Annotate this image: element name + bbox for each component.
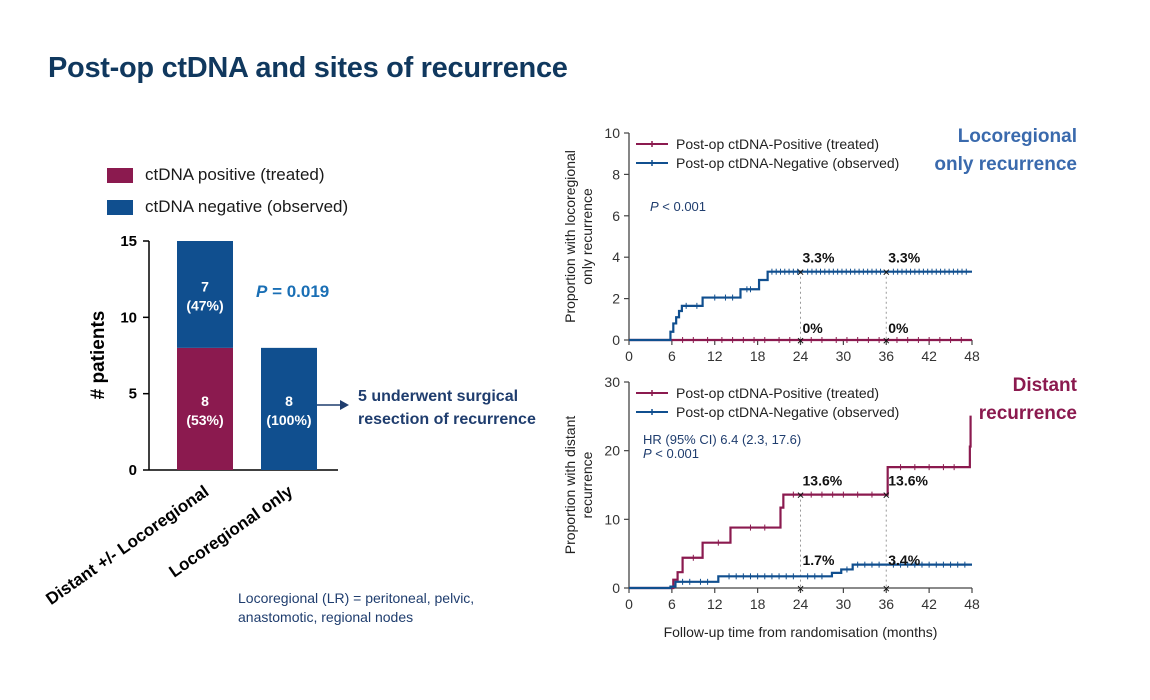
x-tick-label: 6: [668, 348, 676, 364]
y-axis-label-line-2: recurrence: [579, 451, 595, 518]
bar-pct-label: (53%): [186, 412, 223, 428]
x-tick-label: 30: [836, 596, 852, 612]
landmark-label: 0%: [803, 320, 824, 336]
x-tick-label: 12: [707, 596, 723, 612]
km-curve-negative: [629, 270, 972, 342]
panel-title-line-1: Locoregional: [958, 126, 1077, 147]
legend-item-negative: ctDNA negative (observed): [107, 197, 348, 217]
y-tick-label: 20: [604, 443, 620, 459]
legend-label-positive: ctDNA positive (treated): [145, 165, 325, 184]
y-tick-label: 6: [612, 208, 620, 224]
y-tick-label: 30: [604, 374, 620, 390]
landmark-label: 13.6%: [888, 473, 928, 489]
landmark-label: 3.3%: [803, 250, 835, 266]
page-title: Post-op ctDNA and sites of recurrence: [48, 52, 568, 84]
y-tick-label: 5: [129, 386, 137, 403]
x-tick-label: 36: [878, 348, 894, 364]
surgery-note-line-2: resection of recurrence: [358, 411, 536, 428]
p-value-label: P < 0.001: [643, 446, 699, 461]
bar-segment: [177, 347, 233, 470]
x-tick-label: 36: [878, 596, 894, 612]
x-tick-label: 30: [836, 348, 852, 364]
footnote: Locoregional (LR) = peritoneal, pelvic, …: [238, 589, 508, 627]
landmark-label: 3.4%: [888, 552, 920, 568]
x-tick-label: 18: [750, 348, 766, 364]
km-curve-negative: [629, 563, 972, 590]
bar-count-label: 8: [201, 393, 209, 409]
y-tick-label: 0: [612, 580, 620, 596]
bar-segment: [177, 241, 233, 348]
x-tick-label: 48: [964, 596, 980, 612]
panel-title-line-1: Distant: [1013, 375, 1078, 396]
landmark-marker: ×: [882, 265, 890, 280]
bar-pct-label: (100%): [266, 412, 311, 428]
footnote-line-1: Locoregional (LR) = peritoneal, pelvic,: [238, 590, 475, 606]
x-tick-label: 0: [625, 596, 633, 612]
landmark-marker: ×: [882, 581, 890, 596]
hazard-ratio-label: HR (95% CI) 6.4 (2.3, 17.6): [643, 432, 801, 447]
legend-item-positive: ctDNA positive (treated): [107, 165, 325, 185]
legend-swatch-positive: [107, 167, 133, 183]
y-axis-label-line-1: Proportion with distant: [562, 416, 578, 555]
legend-label: Post-op ctDNA-Negative (observed): [676, 155, 899, 171]
footnote-line-2: anastomotic, regional nodes: [238, 609, 414, 625]
y-tick-label: 10: [604, 125, 620, 141]
x-tick-label: 18: [750, 596, 766, 612]
y-axis-label-line-1: Proportion with locoregional: [562, 150, 578, 323]
panel-title-line-2: only recurrence: [934, 154, 1077, 175]
bar-segment: [261, 347, 317, 470]
landmark-marker: ×: [797, 333, 805, 348]
x-tick-label: 12: [707, 348, 723, 364]
landmark-marker: ×: [882, 333, 890, 348]
x-tick-label: 48: [964, 348, 980, 364]
x-tick-label: 42: [921, 596, 937, 612]
landmark-label: 13.6%: [803, 473, 843, 489]
y-tick-label: 15: [120, 233, 137, 250]
bar-count-label: 8: [285, 393, 293, 409]
landmark-marker: ×: [882, 488, 890, 503]
y-tick-label: 4: [612, 249, 620, 265]
y-tick-label: 10: [604, 511, 620, 527]
y-tick-label: 0: [612, 332, 620, 348]
landmark-marker: ×: [797, 265, 805, 280]
x-tick-label: 24: [793, 348, 809, 364]
y-tick-label: 10: [120, 309, 137, 326]
bar-count-label: 7: [201, 278, 209, 294]
landmark-marker: ×: [797, 488, 805, 503]
legend-swatch-negative: [107, 199, 133, 215]
x-tick-label: 24: [793, 596, 809, 612]
landmark-label: 1.7%: [803, 552, 835, 568]
legend-label: Post-op ctDNA-Negative (observed): [676, 404, 899, 420]
surgery-note-line-1: 5 underwent surgical: [358, 388, 518, 405]
y-axis-label-line-2: only recurrence: [579, 188, 595, 285]
legend-label-negative: ctDNA negative (observed): [145, 197, 349, 216]
landmark-label: 0%: [888, 320, 909, 336]
legend-label: Post-op ctDNA-Positive (treated): [676, 385, 879, 401]
y-axis-label: # patients: [88, 311, 109, 400]
landmark-label: 3.3%: [888, 250, 920, 266]
x-tick-label: 6: [668, 596, 676, 612]
arrow-head: [340, 400, 349, 410]
x-tick-label: 42: [921, 348, 937, 364]
x-tick-label: 0: [625, 348, 633, 364]
panel-title-line-2: recurrence: [979, 403, 1077, 424]
p-value-label: P < 0.001: [650, 199, 706, 214]
y-tick-label: 0: [129, 462, 137, 479]
y-tick-label: 8: [612, 166, 620, 182]
x-axis-label: Follow-up time from randomisation (month…: [664, 624, 938, 640]
bar-pct-label: (47%): [186, 297, 223, 313]
y-tick-label: 2: [612, 291, 620, 307]
landmark-marker: ×: [797, 581, 805, 596]
legend-label: Post-op ctDNA-Positive (treated): [676, 136, 879, 152]
km-curve-positive: [629, 415, 972, 590]
p-value-label: P = 0.019: [256, 282, 329, 301]
